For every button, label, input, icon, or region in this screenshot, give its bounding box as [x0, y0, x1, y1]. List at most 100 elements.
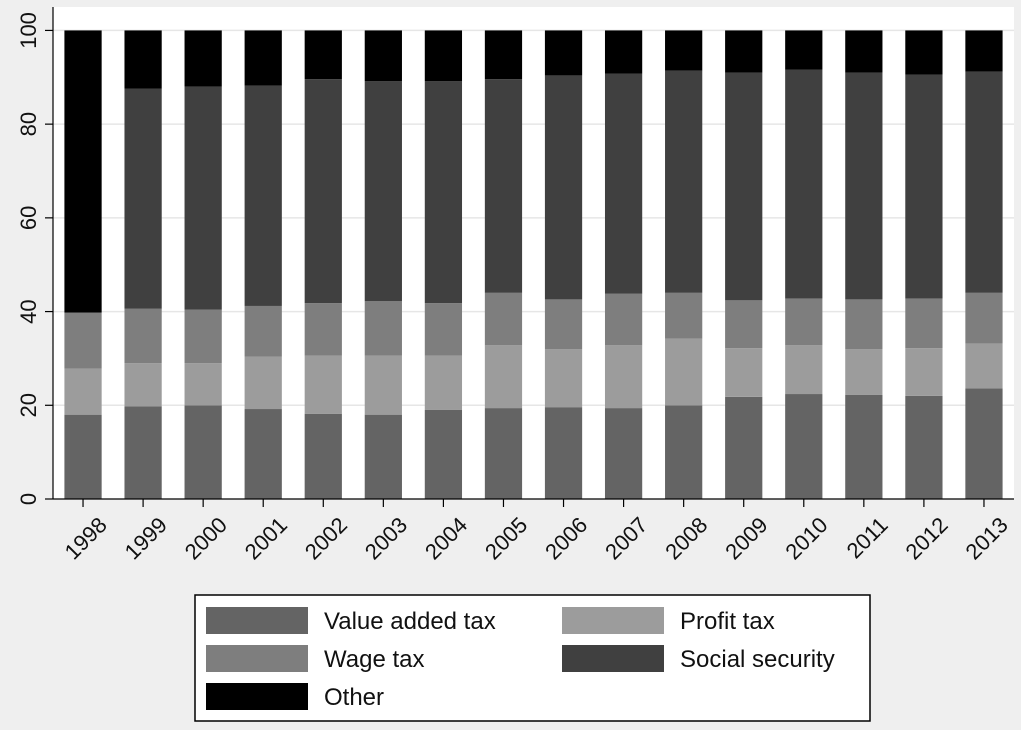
- bar-segment-wage-tax: [665, 292, 703, 339]
- x-tick-label: 2003: [360, 512, 412, 564]
- legend-label-social-security: Social security: [680, 646, 835, 673]
- bar-segment-profit-tax: [544, 349, 583, 408]
- bar-segment-other: [725, 30, 763, 73]
- bar-segment-other: [484, 30, 523, 80]
- bar-segment-social-security: [785, 69, 823, 299]
- bar-segment-value-added-tax: [184, 405, 222, 499]
- bar-segment-profit-tax: [304, 355, 342, 414]
- bar-segment-wage-tax: [604, 293, 643, 346]
- bars: [64, 30, 1003, 499]
- bar-segment-other: [905, 30, 943, 75]
- bar-segment-wage-tax: [845, 299, 883, 350]
- bar-segment-wage-tax: [725, 300, 763, 349]
- legend-label-wage-tax: Wage tax: [324, 646, 425, 673]
- bar-segment-profit-tax: [665, 338, 703, 406]
- bar-segment-social-security: [544, 75, 583, 300]
- bar-segment-value-added-tax: [725, 396, 763, 499]
- bar-segment-social-security: [604, 73, 643, 294]
- bar-segment-wage-tax: [785, 298, 823, 346]
- bar-segment-other: [845, 30, 883, 73]
- bar-segment-other: [364, 30, 402, 82]
- y-tick-label: 20: [16, 393, 41, 417]
- bar-segment-profit-tax: [845, 349, 883, 395]
- bar-segment-social-security: [124, 88, 162, 309]
- x-tick-label: 1999: [120, 512, 172, 564]
- y-tick-label: 80: [16, 112, 41, 136]
- x-tick-label: 2002: [300, 512, 352, 564]
- legend-swatch-social-security: [562, 645, 664, 672]
- bar-segment-wage-tax: [64, 312, 102, 369]
- x-tick-label: 2009: [720, 512, 772, 564]
- y-tick-label: 40: [16, 299, 41, 323]
- bar-segment-value-added-tax: [604, 408, 643, 499]
- bar-segment-profit-tax: [64, 368, 102, 415]
- bar-segment-value-added-tax: [364, 414, 402, 499]
- bar-segment-social-security: [965, 71, 1003, 293]
- bar-segment-other: [424, 30, 463, 82]
- bar-segment-value-added-tax: [484, 408, 523, 499]
- legend-swatch-other: [206, 683, 308, 710]
- y-tick-label: 0: [16, 493, 41, 505]
- bar-segment-profit-tax: [725, 348, 763, 397]
- y-axis: 0 20 40 60 80 100: [16, 7, 54, 505]
- bar-segment-social-security: [304, 79, 342, 304]
- bar-segment-value-added-tax: [244, 409, 282, 499]
- x-tick-label: 2013: [961, 512, 1013, 564]
- legend-swatch-profit-tax: [562, 607, 664, 634]
- x-tick-label: 2010: [780, 512, 832, 564]
- bar-segment-wage-tax: [244, 305, 282, 357]
- bar-segment-value-added-tax: [665, 405, 703, 499]
- y-tick-label: 100: [16, 12, 41, 49]
- bar-segment-value-added-tax: [124, 406, 162, 499]
- x-tick-label: 2001: [240, 512, 292, 564]
- x-tick-label: 2007: [600, 512, 652, 564]
- bar-segment-value-added-tax: [544, 407, 583, 499]
- x-tick-label: 2000: [180, 512, 232, 564]
- legend: Value added tax Profit tax Wage tax Social …: [194, 594, 871, 722]
- bar-segment-social-security: [244, 85, 282, 306]
- bar-segment-social-security: [184, 86, 222, 310]
- bar-segment-social-security: [665, 70, 703, 293]
- legend-swatch-wage-tax: [206, 645, 308, 672]
- bar-segment-profit-tax: [484, 345, 523, 409]
- bar-segment-social-security: [424, 81, 463, 304]
- bar-segment-social-security: [725, 72, 763, 301]
- bar-segment-other: [665, 30, 703, 71]
- bar-segment-wage-tax: [184, 309, 222, 364]
- bar-segment-wage-tax: [544, 299, 583, 350]
- x-tick-label: 2012: [900, 512, 952, 564]
- bar-segment-other: [544, 30, 583, 76]
- bar-segment-wage-tax: [304, 303, 342, 356]
- x-tick-label: 2006: [540, 512, 592, 564]
- bar-segment-profit-tax: [905, 348, 943, 396]
- bar-segment-value-added-tax: [304, 413, 342, 499]
- bar-segment-profit-tax: [184, 363, 222, 406]
- x-tick-label: 2004: [420, 512, 472, 564]
- bar-segment-profit-tax: [364, 355, 402, 415]
- x-axis: 1998 1999 2000 2001 2002 2003 2004 2005 2006 2007…: [53, 498, 1014, 564]
- x-tick-label: 1998: [60, 512, 112, 564]
- bar-segment-value-added-tax: [905, 395, 943, 499]
- bar-segment-social-security: [845, 72, 883, 300]
- bar-segment-other: [785, 30, 823, 70]
- bar-segment-other: [965, 30, 1003, 72]
- legend-label-profit-tax: Profit tax: [680, 608, 775, 635]
- bar-segment-profit-tax: [785, 345, 823, 395]
- bar-segment-profit-tax: [424, 355, 463, 410]
- bar-segment-other: [604, 30, 643, 74]
- bar-segment-value-added-tax: [785, 394, 823, 499]
- bar-segment-other: [64, 30, 102, 313]
- bar-segment-wage-tax: [124, 308, 162, 364]
- bar-segment-wage-tax: [484, 292, 523, 346]
- x-tick-label: 2008: [660, 512, 712, 564]
- bar-segment-social-security: [905, 74, 943, 299]
- bar-segment-value-added-tax: [64, 414, 102, 499]
- bar-segment-other: [244, 30, 282, 86]
- bar-segment-wage-tax: [424, 303, 463, 356]
- bar-segment-social-security: [364, 81, 402, 302]
- bar-segment-wage-tax: [364, 301, 402, 356]
- x-tick-label: 2005: [480, 512, 532, 564]
- x-tick-label: 2011: [842, 512, 893, 563]
- legend-swatch-value-added-tax: [206, 607, 308, 634]
